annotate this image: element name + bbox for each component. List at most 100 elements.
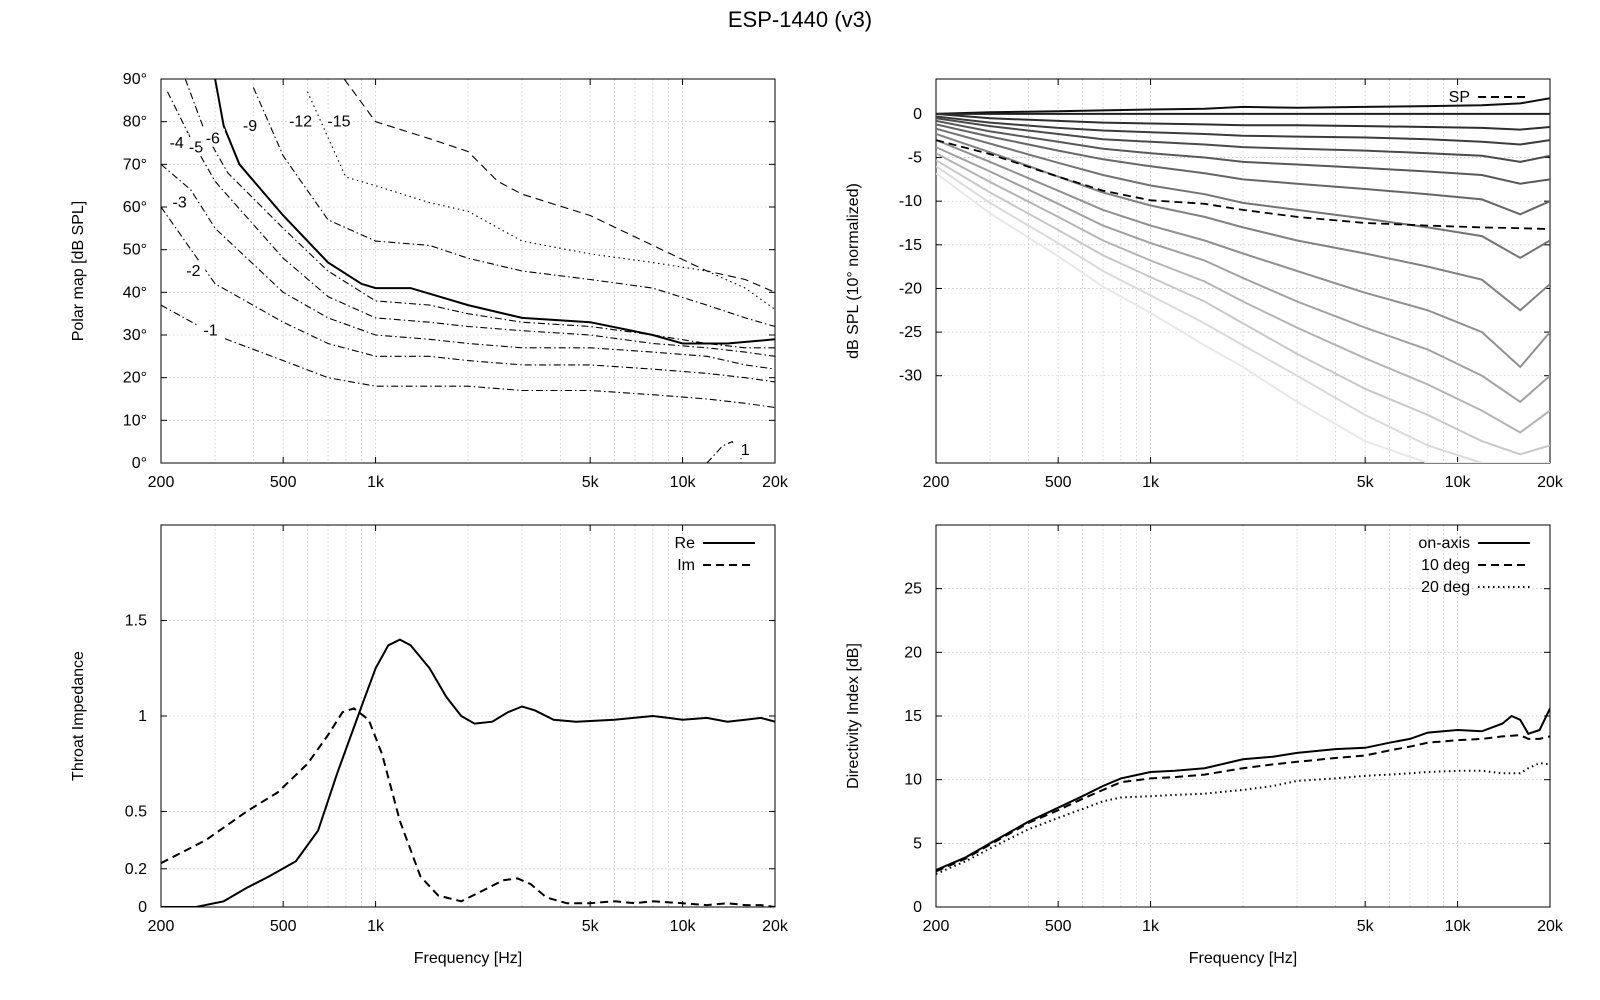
series-line	[936, 123, 1550, 216]
y-tick-label: -25	[899, 324, 922, 341]
x-tick-label: 10k	[1445, 918, 1472, 935]
contour-label: -1	[203, 323, 217, 340]
y-tick-label: 60°	[123, 199, 147, 216]
legend-label: Re	[675, 535, 696, 552]
series-line	[936, 97, 1550, 115]
contour-line	[214, 79, 775, 345]
x-tick-label: 200	[148, 474, 175, 491]
y-tick-label: 20	[904, 644, 922, 661]
legend-label: SP	[1449, 89, 1470, 106]
x-tick-label: 5k	[582, 474, 600, 491]
series-line	[936, 119, 1550, 185]
y-axis-label: Directivity Index [dB]	[845, 643, 862, 789]
contour-line	[167, 91, 775, 357]
y-tick-label: -5	[908, 150, 922, 167]
x-tick-label: 1k	[1142, 474, 1160, 491]
series-line	[936, 139, 1550, 369]
y-tick-label: 0.2	[125, 861, 147, 878]
series-line	[936, 127, 1550, 260]
x-tick-label: 5k	[1357, 474, 1375, 491]
contour-label: -15	[327, 114, 350, 131]
x-tick-label: 500	[1045, 474, 1072, 491]
y-tick-label: 40°	[123, 284, 147, 301]
plot-area	[161, 638, 775, 907]
x-tick-label: 200	[148, 918, 175, 935]
contour-line	[184, 79, 775, 349]
contour-label: -3	[173, 195, 187, 212]
series-line	[936, 762, 1550, 875]
series-line	[161, 638, 775, 907]
x-axis-label: Frequency [Hz]	[1189, 950, 1297, 967]
series-line	[936, 152, 1550, 434]
x-tick-label: 20k	[1537, 474, 1564, 491]
y-tick-label: 50°	[123, 242, 147, 259]
contour-label-bg	[326, 111, 351, 130]
contour-label: -4	[170, 135, 184, 152]
plot-frame	[160, 78, 776, 464]
contour-label-bg	[733, 440, 758, 459]
y-tick-label: -10	[899, 193, 922, 210]
y-axis-label: dB SPL (10° normalized)	[845, 183, 862, 359]
plot-frame	[935, 78, 1551, 464]
x-tick-label: 1k	[367, 474, 385, 491]
contour-line	[343, 79, 775, 293]
contour-label-bg	[238, 115, 263, 134]
contour-label-bg	[167, 192, 192, 211]
contour-label-bg	[181, 261, 206, 279]
x-tick-label: 10k	[1445, 474, 1472, 491]
contour-label: -2	[186, 263, 200, 280]
x-tick-label: 1k	[367, 918, 385, 935]
x-tick-label: 20k	[1537, 918, 1564, 935]
series-line	[936, 734, 1550, 873]
y-tick-label: 0	[913, 899, 922, 916]
series-line	[936, 133, 1550, 312]
y-tick-label: 80°	[123, 114, 147, 131]
x-tick-label: 20k	[762, 918, 789, 935]
y-tick-label: 10	[904, 772, 922, 789]
y-tick-label: 10°	[123, 412, 147, 429]
contour-label-bg	[200, 128, 225, 147]
x-tick-label: 10k	[670, 918, 697, 935]
y-tick-label: -20	[899, 280, 922, 297]
x-axis-label: Frequency [Hz]	[414, 950, 522, 967]
x-tick-label: 500	[270, 918, 297, 935]
y-tick-label: 0.5	[125, 804, 147, 821]
contour-line	[161, 163, 775, 370]
legend-label: 10 deg	[1421, 557, 1470, 574]
legend-label: on-axis	[1418, 535, 1470, 552]
y-tick-label: 1	[138, 708, 147, 725]
series-line	[936, 117, 1550, 163]
series-line	[936, 165, 1550, 463]
x-tick-label: 20k	[762, 474, 789, 491]
legend-label: 20 deg	[1421, 579, 1470, 596]
series-line	[936, 159, 1550, 456]
chart-impedance: 200 500 1k 5k 10k 20k 0 0.2 0.5 1 1.5 Throat Impeda…	[70, 524, 789, 967]
contour-line	[161, 206, 775, 383]
chart-directivity: 200 500 1k 5k 10k 20k 0 5 10 15 20 25 Directivity In…	[845, 524, 1564, 967]
series-line	[936, 139, 1550, 230]
y-tick-label: 25	[904, 581, 922, 598]
y-tick-label: 5	[913, 835, 922, 852]
chart-polar: 200 500 1k 5k 10k 20k 0° 10° 20° 30° 40° 50° 60° 70° 8…	[70, 71, 789, 491]
contour-label: 1	[741, 442, 750, 459]
y-tick-label: 70°	[123, 156, 147, 173]
figure-title: ESP-1440 (v3)	[728, 7, 872, 32]
contour-label: -5	[189, 139, 203, 156]
series-line	[936, 707, 1550, 872]
y-tick-label: 90°	[123, 71, 147, 88]
legend-label: Im	[677, 557, 695, 574]
y-tick-label: 0°	[132, 455, 147, 472]
x-tick-label: 1k	[1142, 918, 1160, 935]
contour-label-bg	[198, 320, 223, 339]
plot-area	[936, 707, 1550, 875]
series-line	[936, 146, 1550, 404]
plot-area	[936, 97, 1550, 463]
contour-line	[161, 304, 775, 409]
contour-label: -6	[206, 131, 220, 148]
y-tick-label: -15	[899, 237, 922, 254]
y-tick-label: -30	[899, 368, 922, 385]
plot-area	[161, 79, 775, 463]
y-tick-label: 20°	[123, 370, 147, 387]
y-tick-label: 30°	[123, 327, 147, 344]
